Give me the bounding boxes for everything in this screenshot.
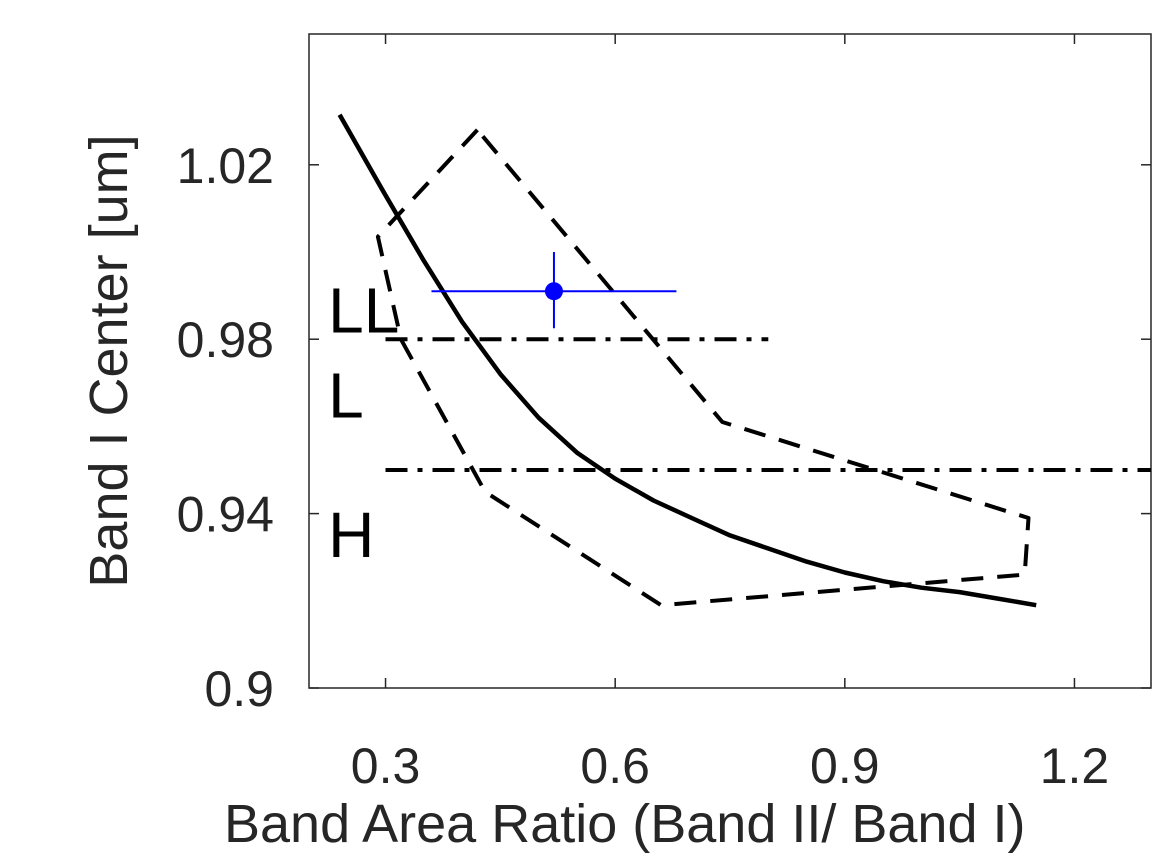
series-line-solid-0 <box>337 113 1037 608</box>
y-tick-label: 0.98 <box>177 312 274 368</box>
y-tick-label: 0.94 <box>177 487 274 543</box>
data-point <box>544 282 563 301</box>
y-tick-label: 0.9 <box>204 661 274 717</box>
region-label-l: L <box>328 360 364 432</box>
x-tick-label: 0.9 <box>810 738 880 794</box>
data-point-layer <box>431 252 677 329</box>
tick-labels: 0.3 0.6 0.9 1.2 0.9 0.94 0.98 1.02 <box>177 138 1110 794</box>
x-axis-title: Band Area Ratio (Band II/ Band I) <box>224 794 1025 854</box>
series-layer <box>337 113 1151 608</box>
x-tick-label: 0.6 <box>580 738 650 794</box>
y-tick-label: 1.02 <box>177 138 274 194</box>
x-tick-label: 1.2 <box>1040 738 1110 794</box>
series-line-dashed-1 <box>375 128 1031 608</box>
x-tick-label: 0.3 <box>351 738 421 794</box>
y-axis-title: Band I Center [um] <box>79 134 139 587</box>
axis-ticks <box>309 34 1151 689</box>
region-label-h: H <box>328 499 374 571</box>
plot-area <box>308 33 1152 689</box>
region-label-ll: LL <box>328 275 399 347</box>
